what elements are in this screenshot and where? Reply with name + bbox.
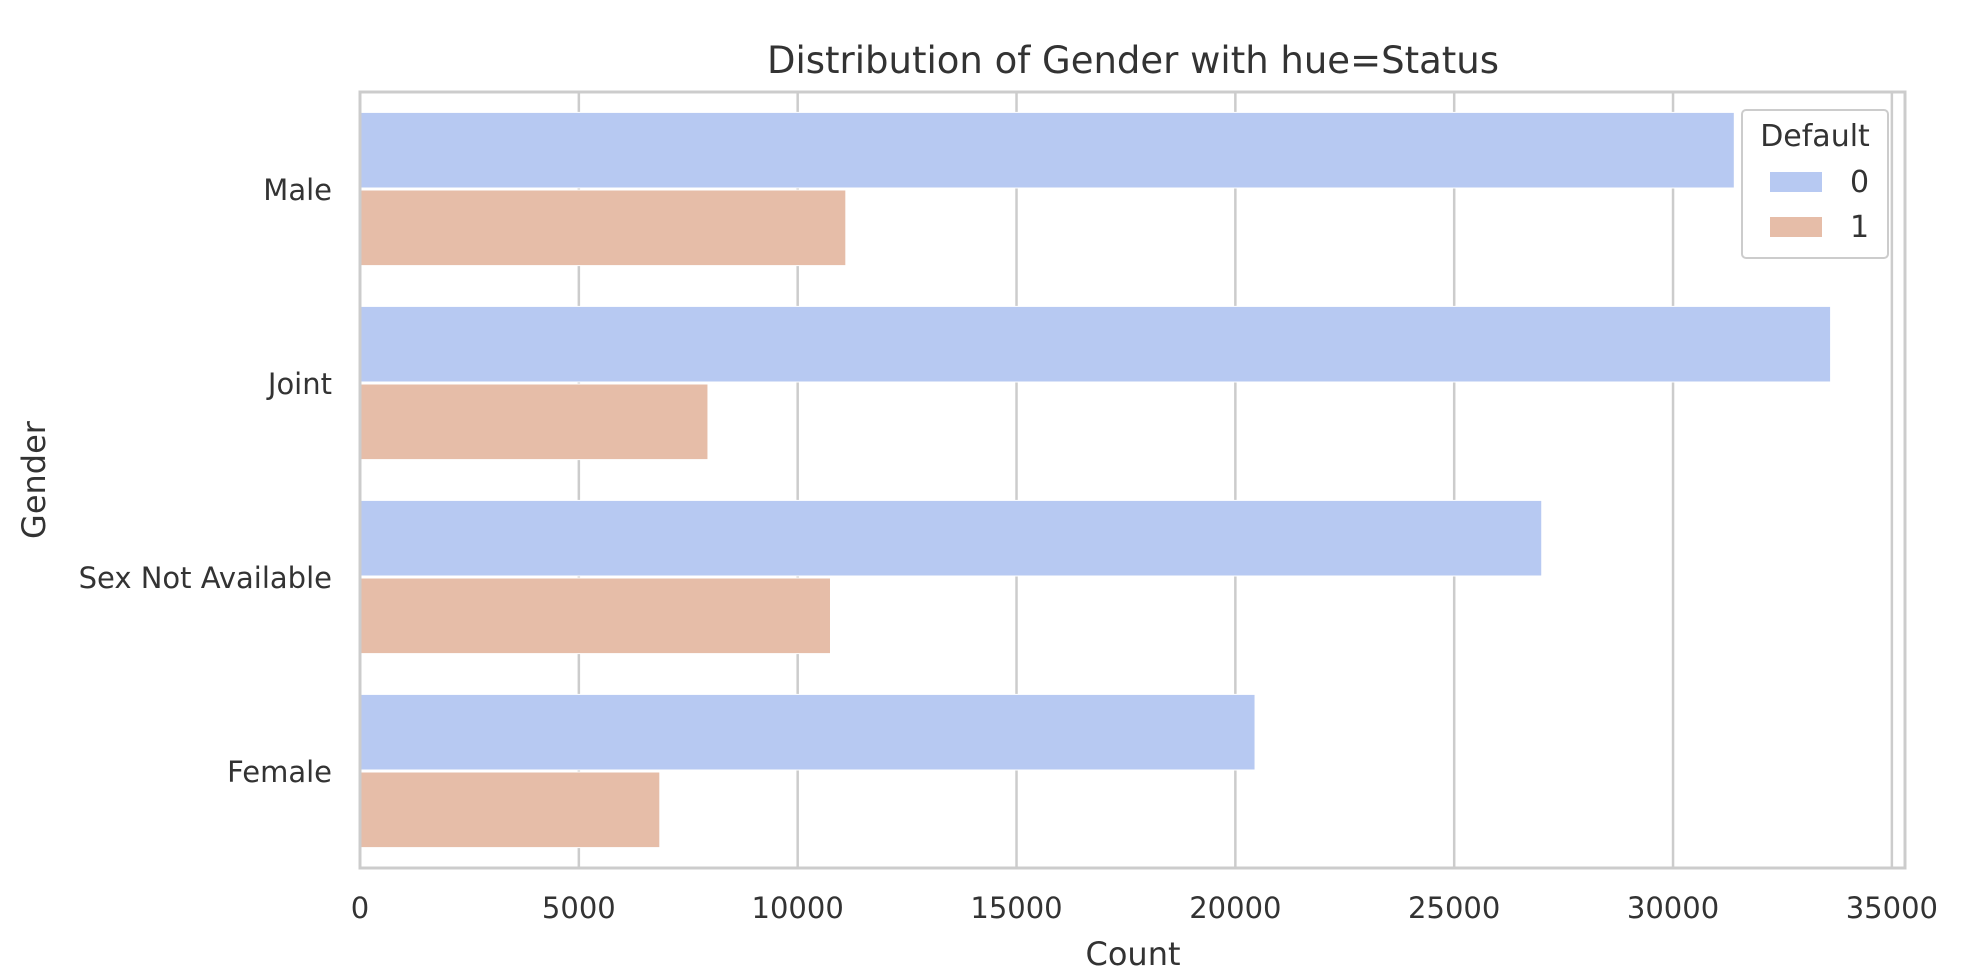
x-tick-label: 35000 [1846,891,1938,925]
legend-swatch-0 [1770,172,1822,192]
plot-frame [358,90,1907,870]
x-axis-label: Count [1085,935,1180,973]
x-tick-label: 10000 [752,891,844,925]
bar-sex-not-available-series-0 [359,499,1543,577]
legend-label-1: 1 [1850,210,1869,245]
bar-joint-series-0 [359,305,1832,383]
x-tick-labels: 0 5000 10000 15000 20000 25000 30000 35000 [351,891,1938,925]
legend-title: Default [1760,119,1870,154]
bar-joint-series-1 [359,383,709,461]
x-tick-label: 20000 [1189,891,1281,925]
bar-sex-not-available-series-1 [359,577,832,655]
y-tick-label: Male [263,173,332,207]
x-tick-label: 15000 [970,891,1062,925]
bar-male-series-0 [359,111,1735,189]
x-tick-label: 30000 [1627,891,1719,925]
bar-female-series-1 [359,771,661,849]
legend-swatch-1 [1770,217,1822,237]
chart-title: Distribution of Gender with hue=Status [767,39,1499,82]
y-axis-label: Gender [15,420,53,539]
bar-male-series-1 [359,189,847,267]
x-tick-label: 0 [351,891,369,925]
bars [359,111,1832,849]
y-tick-label: Joint [266,367,332,401]
y-tick-labels: Male Joint Sex Not Available Female [79,173,332,789]
legend: Default 01 [1741,109,1889,259]
x-tick-label: 25000 [1408,891,1500,925]
y-tick-label: Female [227,755,332,789]
legend-label-0: 0 [1850,165,1869,200]
bar-female-series-0 [359,693,1256,771]
legend-items: 01 [1770,165,1869,245]
x-tick-label: 5000 [542,891,616,925]
y-tick-label: Sex Not Available [79,561,332,595]
